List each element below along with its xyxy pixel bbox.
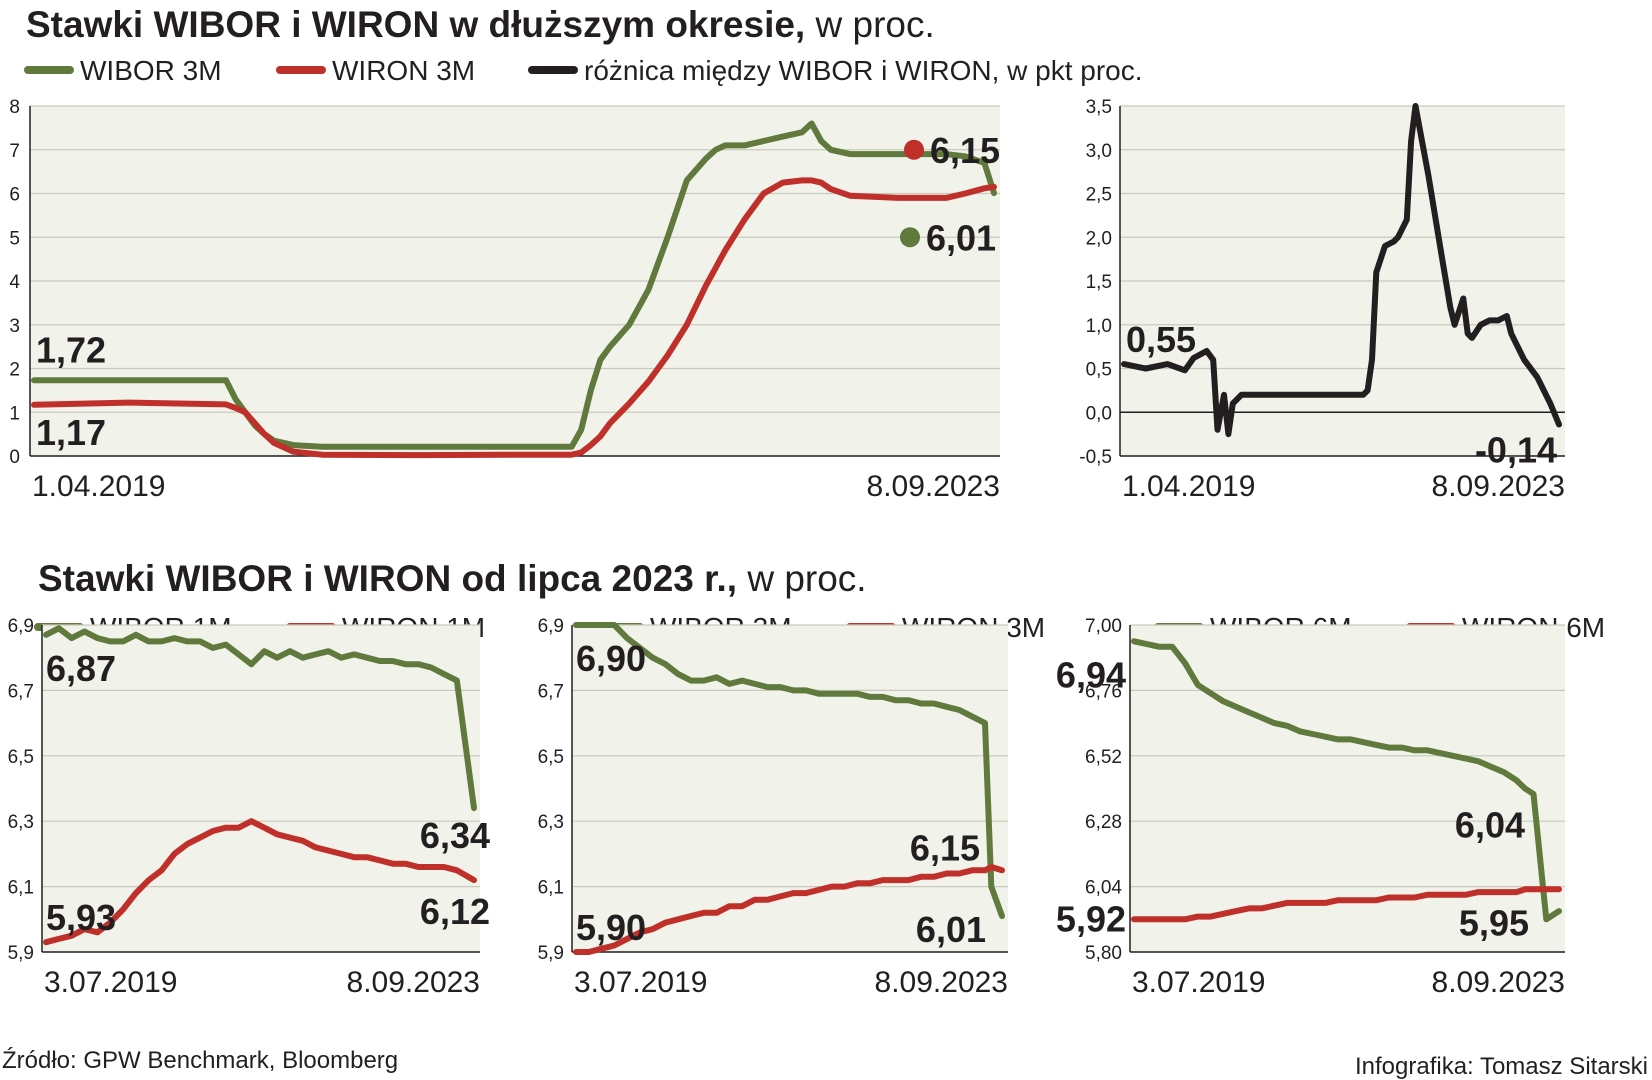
series-line-wiron-3m <box>573 864 1005 955</box>
y-tick-label: 6,5 <box>538 747 564 768</box>
y-tick-label: 6,04 <box>1085 878 1122 899</box>
value-label-wiron-end: 5,95 <box>1459 903 1529 944</box>
chart-6m: 5,80 6,04 6,28 6,52 6,76 7,00 3.07.2019 8.09.20… <box>1056 616 1565 999</box>
value-label-wibor-end: 6,04 <box>1455 805 1525 846</box>
value-label-wiron-start: 5,93 <box>46 897 116 938</box>
section1-title: Stawki WIBOR i WIRON w dłuższym okresie,… <box>26 4 935 45</box>
series-line-wibor-3m <box>573 622 1005 919</box>
credit-note: Infografika: Tomasz Sitarski <box>1355 1053 1648 1080</box>
y-tick-label: 4 <box>9 272 20 293</box>
legend-wiron3m: WIRON 3M <box>332 55 475 86</box>
value-label-end: -0,14 <box>1475 430 1557 471</box>
y-tick-label: 2,5 <box>1086 185 1112 206</box>
y-tick-label: 5,9 <box>538 943 564 964</box>
y-tick-label: 5,9 <box>8 943 34 964</box>
y-tick-label: 1 <box>9 403 20 424</box>
value-label-wiron-end: 6,12 <box>420 891 490 932</box>
legend-wibor3m: WIBOR 3M <box>80 55 222 86</box>
chart-wibor-wiron-3m-long: 0 1 2 3 4 5 6 7 8 1.04.2019 8.09.2023 1,72 1,17 6,15 6… <box>9 97 1000 503</box>
x-end-label: 8.09.2023 <box>867 470 1000 503</box>
y-tick-label: 3 <box>9 316 20 337</box>
x-start-label: 1.04.2019 <box>32 470 165 503</box>
value-label-wiron-start: 5,92 <box>1056 898 1126 939</box>
series-line-wibor-1m <box>43 625 477 812</box>
plot-area <box>42 625 480 952</box>
x-start-label: 3.07.2019 <box>1132 966 1265 999</box>
x-end-label: 8.09.2023 <box>875 966 1008 999</box>
value-label-wibor-end: 6,01 <box>916 909 986 950</box>
x-start-label: 1.04.2019 <box>1122 470 1255 503</box>
plot-area <box>572 625 1008 952</box>
y-tick-label: 6,28 <box>1085 812 1122 833</box>
y-tick-label: 1,5 <box>1086 272 1112 293</box>
y-tick-label: 6,9 <box>8 616 34 637</box>
x-end-label: 8.09.2023 <box>347 966 480 999</box>
value-label-wibor-start: 6,94 <box>1056 654 1126 695</box>
value-label-wiron-end: 6,15 <box>930 130 1000 171</box>
y-tick-label: 6,3 <box>538 812 564 833</box>
series-line-wiron-6m <box>1131 886 1562 923</box>
series-line-wiron-3m <box>31 177 997 459</box>
x-end-label: 8.09.2023 <box>1432 470 1565 503</box>
y-tick-label: 1,0 <box>1086 316 1112 337</box>
y-tick-label: 2 <box>9 360 20 381</box>
y-tick-label: 5 <box>9 228 20 249</box>
y-tick-label: 7,00 <box>1085 616 1122 637</box>
value-label-wibor-end: 6,01 <box>926 217 996 258</box>
value-label-start: 0,55 <box>1126 319 1196 360</box>
y-tick-label: 0 <box>9 447 20 468</box>
y-tick-label: -0,5 <box>1079 447 1112 468</box>
y-tick-label: 8 <box>9 97 20 118</box>
y-tick-label: 3,0 <box>1086 141 1112 162</box>
value-label-wibor-start: 6,87 <box>46 648 116 689</box>
y-tick-label: 6,5 <box>8 747 34 768</box>
wibor-end-marker <box>900 227 920 248</box>
y-tick-label: 0,0 <box>1086 403 1112 424</box>
y-tick-label: 7 <box>9 141 20 162</box>
y-tick-label: 6,9 <box>538 616 564 637</box>
wiron-end-marker <box>904 139 924 160</box>
value-label-wiron-end: 6,15 <box>910 827 980 868</box>
chart-wibor-wiron-difference: -0,5 0,0 0,5 1,0 1,5 2,0 2,5 3,0 3,5 1.04.2019 8.0… <box>1079 97 1565 503</box>
value-label-wibor-start: 6,90 <box>576 638 646 679</box>
series-line-wibor-6m <box>1131 638 1562 923</box>
value-label-wibor-start: 1,72 <box>36 329 106 370</box>
series-line-wiron-1m <box>43 818 477 946</box>
y-tick-label: 6,52 <box>1085 747 1122 768</box>
y-tick-label: 6,76 <box>1085 681 1122 702</box>
y-tick-label: 6 <box>9 185 20 206</box>
y-tick-label: 6,7 <box>538 681 564 702</box>
value-label-wiron-start: 1,17 <box>36 412 106 453</box>
x-start-label: 3.07.2019 <box>44 966 177 999</box>
top-legend: WIBOR 3M WIRON 3M różnica między WIBOR i… <box>24 55 1143 86</box>
y-tick-label: 0,5 <box>1086 360 1112 381</box>
x-end-label: 8.09.2023 <box>1432 966 1565 999</box>
y-tick-label: 6,1 <box>538 878 564 899</box>
series-line-r-nica-mi-dzy-wibor-i-wiron <box>1121 103 1562 438</box>
source-note: Źródło: GPW Benchmark, Bloomberg <box>2 1047 398 1074</box>
section2-title: Stawki WIBOR i WIRON od lipca 2023 r., w… <box>38 558 867 599</box>
value-label-wiron-start: 5,90 <box>576 907 646 948</box>
chart-1m: 5,9 6,1 6,3 6,5 6,7 6,9 3.07.2019 8.09.2023 6,87… <box>8 616 490 999</box>
y-tick-label: 3,5 <box>1086 97 1112 118</box>
y-tick-label: 6,3 <box>8 812 34 833</box>
x-start-label: 3.07.2019 <box>574 966 707 999</box>
legend-diff: różnica między WIBOR i WIRON, w pkt proc… <box>584 55 1143 86</box>
chart-3m: 5,9 6,1 6,3 6,5 6,7 6,9 3.07.2019 8.09.2023 6,90… <box>538 616 1008 999</box>
y-tick-label: 6,1 <box>8 878 34 899</box>
y-tick-label: 5,80 <box>1085 943 1122 964</box>
y-tick-label: 6,7 <box>8 681 34 702</box>
y-tick-label: 2,0 <box>1086 228 1112 249</box>
value-label-wibor-end: 6,34 <box>420 815 490 856</box>
